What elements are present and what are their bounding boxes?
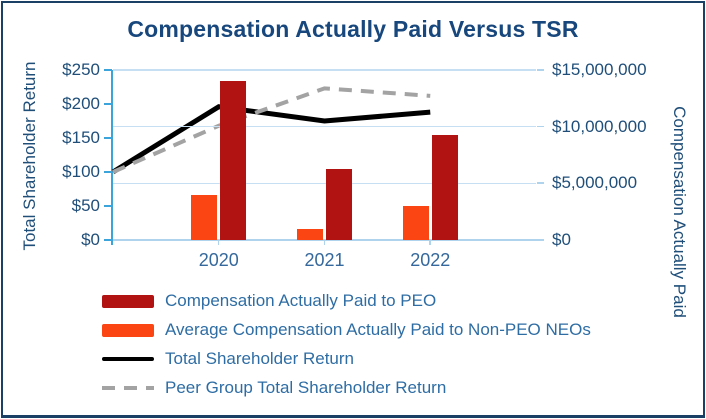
- plot-area: [111, 69, 536, 240]
- left-axis-title: Total Shareholder Return: [20, 61, 39, 251]
- bar-peo: [431, 134, 458, 240]
- x-axis-line: [113, 239, 537, 241]
- gridline: [113, 125, 536, 128]
- legend-label: Total Shareholder Return: [165, 349, 355, 368]
- left-axis-tick-label: $0: [81, 230, 100, 249]
- left-axis-tick: [104, 103, 112, 105]
- bar-neo: [191, 194, 218, 240]
- legend-item-neo-compensation: Average Compensation Actually Paid to No…: [102, 320, 591, 340]
- left-axis-tick: [104, 69, 112, 71]
- legend: Compensation Actually Paid to PEO Averag…: [102, 291, 591, 407]
- right-axis-tick-label: $0: [552, 230, 571, 249]
- left-axis-tick: [104, 239, 112, 241]
- x-axis-origin-tick: [111, 240, 113, 245]
- legend-item-tsr: Total Shareholder Return: [102, 349, 591, 369]
- x-axis-tick: [323, 240, 325, 245]
- bar-peo: [326, 168, 352, 240]
- x-axis-tick: [217, 240, 220, 245]
- lines-svg: [111, 86, 431, 175]
- left-axis-tick-label: $150: [62, 128, 100, 147]
- left-axis-tick: [104, 171, 112, 173]
- right-axis-tick: [537, 182, 544, 184]
- peo-bar-swatch-icon: [102, 294, 154, 308]
- legend-label: Peer Group Total Shareholder Return: [165, 378, 447, 397]
- right-axis-title: Compensation Actually Paid: [670, 106, 689, 318]
- right-axis-tick-label: $15,000,000: [552, 60, 647, 79]
- x-axis-tick: [429, 240, 431, 245]
- tsr-line-swatch-icon: [102, 357, 154, 361]
- legend-label: Compensation Actually Paid to PEO: [165, 291, 437, 310]
- legend-item-peo-compensation: Compensation Actually Paid to PEO: [102, 291, 591, 311]
- right-axis-tick-label: $10,000,000: [552, 116, 647, 136]
- right-axis-tick-label: $5,000,000: [552, 173, 638, 193]
- left-axis-tick-label: $50: [71, 196, 100, 215]
- peer-tsr-line: [112, 86, 431, 174]
- right-axis-tick: [537, 125, 544, 128]
- gridline: [113, 69, 536, 71]
- left-axis-tick: [104, 205, 112, 207]
- tsr-line: [111, 104, 431, 175]
- peer-tsr-dashed-line-swatch-icon: [102, 386, 154, 390]
- left-axis-line: [111, 70, 113, 241]
- gridline: [113, 182, 536, 185]
- neo-bar-swatch-icon: [102, 323, 154, 337]
- x-axis-label: 2022: [410, 250, 451, 270]
- x-axis-label: 2020: [198, 250, 239, 270]
- x-axis-label: 2021: [304, 250, 345, 270]
- right-axis-tick: [537, 239, 544, 241]
- bar-neo: [297, 228, 323, 240]
- legend-item-peer-tsr: Peer Group Total Shareholder Return: [102, 378, 591, 398]
- left-axis-tick-label: $100: [62, 162, 100, 181]
- right-axis-tick: [537, 69, 544, 71]
- legend-label: Average Compensation Actually Paid to No…: [165, 320, 591, 339]
- left-axis-tick-label: $250: [62, 60, 100, 79]
- left-axis-tick-label: $200: [62, 94, 100, 113]
- bar-peo: [220, 81, 247, 240]
- chart-title: Compensation Actually Paid Versus TSR: [127, 16, 579, 42]
- left-axis-tick: [104, 137, 112, 139]
- bar-neo: [402, 206, 429, 240]
